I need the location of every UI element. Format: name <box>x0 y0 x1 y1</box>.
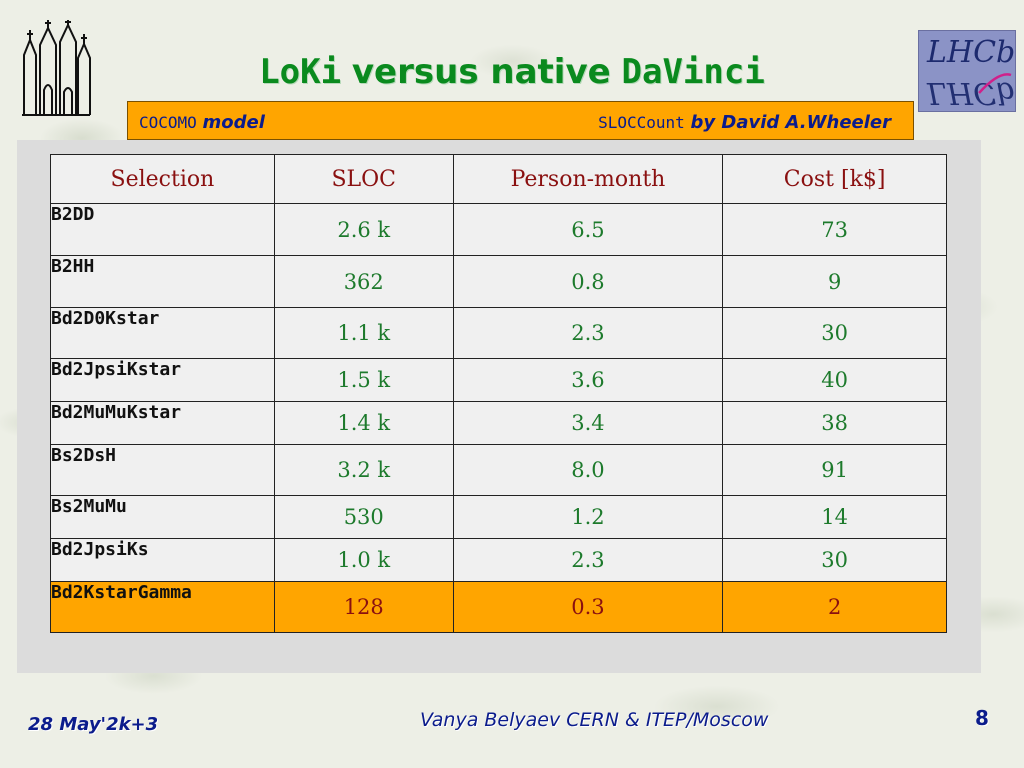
table-row: Bd2JpsiKs 1.0 k 2.3 30 <box>50 538 947 582</box>
cocomo-model-text: model <box>202 112 265 133</box>
table-row: Bs2DsH 3.2 k 8.0 91 <box>50 444 947 496</box>
method-banner: COCOMO model SLOCCount by David A.Wheele… <box>127 101 914 140</box>
cell-selection: Bd2D0Kstar <box>50 307 275 359</box>
table-row-highlighted: Bd2KstarGamma 128 0.3 2 <box>50 581 947 633</box>
table-row: Bd2D0Kstar 1.1 k 2.3 30 <box>50 307 947 359</box>
title-loki: LoKi <box>259 52 342 92</box>
table-row: Bd2MuMuKstar 1.4 k 3.4 38 <box>50 401 947 445</box>
cocomo-label: COCOMO model <box>139 112 265 133</box>
cell-sloc: 530 <box>273 495 454 539</box>
cell-sloc: 128 <box>273 581 454 633</box>
header-person-month: Person-month <box>452 154 724 204</box>
cell-selection: Bd2KstarGamma <box>50 581 275 633</box>
institute-logo-icon <box>22 20 91 116</box>
sloccount-label: SLOCCount by David A.Wheeler <box>598 112 891 133</box>
cell-cost: 30 <box>722 538 947 582</box>
cell-person-month: 0.3 <box>452 581 724 633</box>
lhcb-logo: LHCb LHCb <box>918 30 1016 112</box>
cell-person-month: 2.3 <box>452 307 724 359</box>
cost-table: Selection SLOC Person-month Cost [k$] B2… <box>50 154 947 633</box>
cell-cost: 14 <box>722 495 947 539</box>
footer-date: 28 May'2k+3 <box>28 714 159 735</box>
title-versus-native: versus native <box>351 52 611 92</box>
cell-cost: 91 <box>722 444 947 496</box>
footer-author: Vanya Belyaev CERN & ITEP/Moscow <box>420 709 769 731</box>
cell-selection: Bs2DsH <box>50 444 275 496</box>
cell-selection: Bd2MuMuKstar <box>50 401 275 445</box>
page-number: 8 <box>975 706 989 730</box>
cell-selection: Bs2MuMu <box>50 495 275 539</box>
cell-person-month: 2.3 <box>452 538 724 582</box>
cell-person-month: 8.0 <box>452 444 724 496</box>
cell-cost: 2 <box>722 581 947 633</box>
cell-person-month: 6.5 <box>452 203 724 256</box>
slide-title: LoKi versus native DaVinci <box>0 52 1024 92</box>
header-sloc: SLOC <box>273 154 454 204</box>
cell-cost: 9 <box>722 255 947 308</box>
cell-selection: Bd2JpsiKstar <box>50 358 275 402</box>
cell-person-month: 3.6 <box>452 358 724 402</box>
header-cost: Cost [k$] <box>722 154 947 204</box>
cell-person-month: 3.4 <box>452 401 724 445</box>
cell-sloc: 2.6 k <box>273 203 454 256</box>
cell-selection: B2DD <box>50 203 275 256</box>
cell-cost: 38 <box>722 401 947 445</box>
cell-sloc: 1.1 k <box>273 307 454 359</box>
cell-cost: 30 <box>722 307 947 359</box>
cell-sloc: 362 <box>273 255 454 308</box>
cell-cost: 73 <box>722 203 947 256</box>
table-header-row: Selection SLOC Person-month Cost [k$] <box>50 154 947 204</box>
cocomo-mono: COCOMO <box>139 113 197 132</box>
cell-person-month: 1.2 <box>452 495 724 539</box>
cell-person-month: 0.8 <box>452 255 724 308</box>
lhcb-swoosh-icon <box>978 73 1012 94</box>
table-row: Bs2MuMu 530 1.2 14 <box>50 495 947 539</box>
cell-sloc: 3.2 k <box>273 444 454 496</box>
cell-cost: 40 <box>722 358 947 402</box>
table-row: B2DD 2.6 k 6.5 73 <box>50 203 947 256</box>
sloccount-author-text: by David A.Wheeler <box>690 112 891 133</box>
header-selection: Selection <box>50 154 275 204</box>
table-row: Bd2JpsiKstar 1.5 k 3.6 40 <box>50 358 947 402</box>
table-row: B2HH 362 0.8 9 <box>50 255 947 308</box>
lhcb-logo-text: LHCb <box>927 35 1016 70</box>
title-davinci: DaVinci <box>621 52 765 92</box>
sloccount-mono: SLOCCount <box>598 113 685 132</box>
cell-selection: B2HH <box>50 255 275 308</box>
cell-sloc: 1.4 k <box>273 401 454 445</box>
cell-sloc: 1.5 k <box>273 358 454 402</box>
cell-selection: Bd2JpsiKs <box>50 538 275 582</box>
cell-sloc: 1.0 k <box>273 538 454 582</box>
